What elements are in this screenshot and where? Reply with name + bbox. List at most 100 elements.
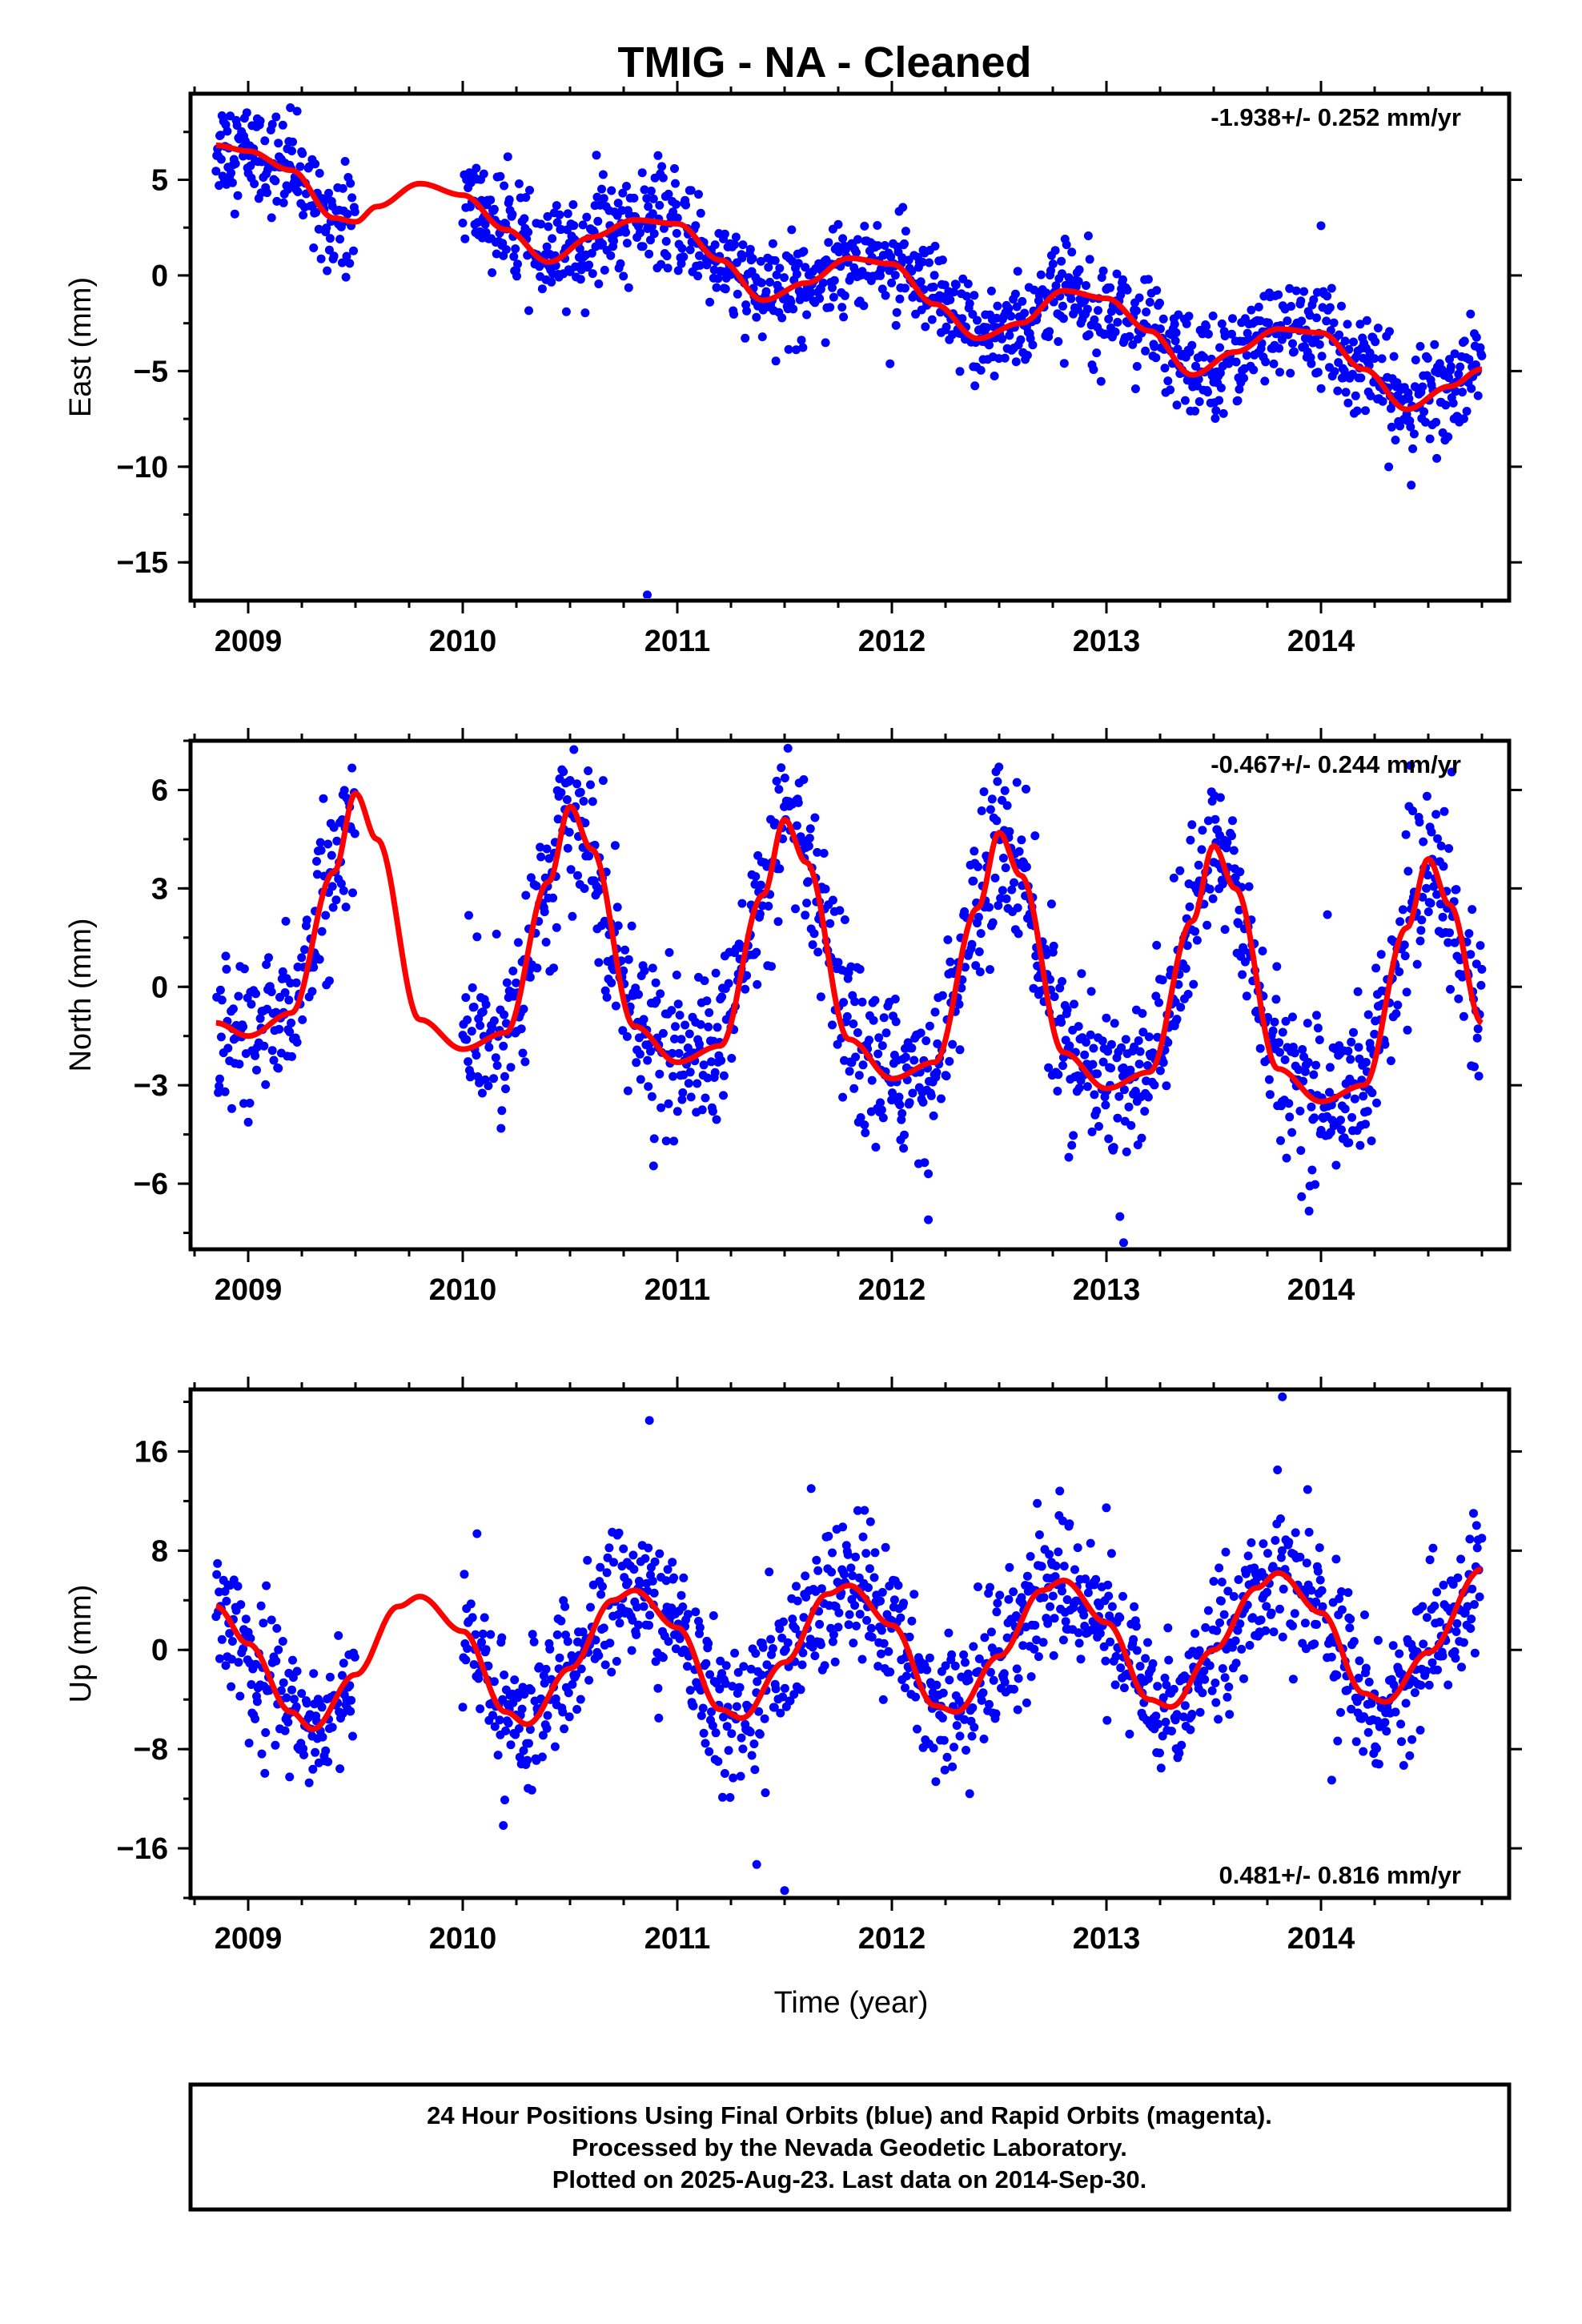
data-point — [900, 1130, 909, 1140]
data-point — [737, 899, 747, 908]
data-point — [840, 1570, 849, 1579]
data-point — [817, 1584, 826, 1594]
data-point — [257, 1749, 267, 1759]
data-point — [500, 181, 509, 191]
data-point — [833, 1622, 843, 1632]
data-point — [624, 283, 633, 292]
data-point — [1129, 1634, 1138, 1644]
data-point — [761, 287, 771, 296]
data-point — [568, 911, 577, 921]
data-point — [720, 1769, 729, 1778]
data-point — [1044, 1063, 1054, 1072]
data-point — [315, 838, 325, 847]
data-point — [233, 1582, 243, 1591]
data-point — [298, 149, 307, 159]
data-point — [1313, 1566, 1323, 1576]
data-point — [1418, 1602, 1427, 1611]
data-point — [506, 1740, 516, 1750]
data-point — [1089, 1043, 1098, 1053]
data-point — [524, 227, 533, 237]
data-point — [1002, 1633, 1012, 1642]
data-point — [1462, 407, 1472, 416]
data-point — [901, 227, 910, 236]
x-tick-label: 2012 — [858, 1273, 926, 1307]
data-point — [1131, 1622, 1141, 1631]
data-point — [1470, 1062, 1479, 1072]
data-point — [992, 1607, 1002, 1617]
data-point — [1167, 1727, 1176, 1736]
data-point — [279, 1678, 288, 1687]
data-point — [708, 1721, 717, 1731]
data-point — [603, 1553, 612, 1562]
data-point — [1126, 1065, 1135, 1075]
data-point — [525, 972, 535, 982]
data-point — [962, 292, 971, 301]
data-point — [635, 228, 644, 238]
data-point — [1466, 1624, 1476, 1633]
data-point — [596, 1590, 606, 1599]
data-point — [1264, 1075, 1274, 1084]
data-point — [1343, 1686, 1352, 1695]
y-tick-label: −8 — [134, 1733, 168, 1767]
plot-frame — [188, 1387, 1512, 1900]
data-point — [820, 1661, 829, 1671]
data-point — [745, 244, 755, 254]
data-point — [825, 919, 835, 928]
data-point — [463, 1644, 472, 1653]
data-point — [804, 842, 813, 850]
data-point — [267, 213, 276, 223]
data-point — [504, 195, 514, 204]
data-point — [655, 1549, 665, 1558]
data-point — [274, 1645, 283, 1655]
data-point — [509, 251, 519, 261]
data-point — [486, 195, 496, 205]
data-point — [838, 1092, 848, 1102]
data-point — [1151, 353, 1161, 363]
data-point — [1174, 1748, 1184, 1758]
data-point — [1276, 1553, 1286, 1562]
data-point — [239, 964, 249, 974]
data-point — [1132, 362, 1142, 371]
data-point — [1315, 1575, 1325, 1585]
data-point — [297, 953, 307, 963]
data-point — [287, 1018, 296, 1027]
data-point — [339, 1659, 348, 1668]
data-point — [1218, 1664, 1227, 1673]
data-point — [216, 1032, 226, 1042]
data-point — [1208, 312, 1218, 320]
data-point — [235, 1059, 244, 1069]
data-point — [901, 1052, 910, 1062]
data-point — [1220, 1673, 1230, 1683]
chart-title: TMIG - NA - Cleaned — [617, 38, 1031, 86]
data-point — [950, 287, 958, 297]
data-point — [873, 1662, 883, 1671]
data-point — [1315, 1035, 1324, 1044]
data-point — [211, 167, 221, 176]
data-point — [1438, 1651, 1447, 1661]
data-point — [1013, 267, 1022, 276]
data-point — [1180, 1701, 1190, 1711]
data-point — [1065, 1041, 1074, 1051]
data-point — [861, 1128, 870, 1137]
data-point — [1392, 378, 1402, 388]
data-point — [711, 968, 721, 978]
data-point — [264, 953, 273, 963]
data-point — [616, 259, 625, 268]
data-point — [801, 263, 810, 272]
data-point — [311, 207, 321, 217]
data-point — [940, 280, 950, 290]
data-point — [1140, 1107, 1150, 1116]
data-point — [526, 873, 536, 883]
data-point — [1395, 917, 1405, 927]
data-point — [466, 1070, 476, 1080]
data-point — [857, 997, 867, 1007]
data-point — [1211, 1698, 1221, 1707]
data-point — [1191, 406, 1200, 416]
data-point — [1312, 313, 1321, 323]
data-point — [974, 912, 983, 922]
data-point — [647, 1092, 656, 1101]
data-point — [1307, 1102, 1316, 1112]
data-point — [1361, 1120, 1370, 1129]
data-point — [545, 1644, 555, 1654]
data-point — [552, 1630, 562, 1639]
